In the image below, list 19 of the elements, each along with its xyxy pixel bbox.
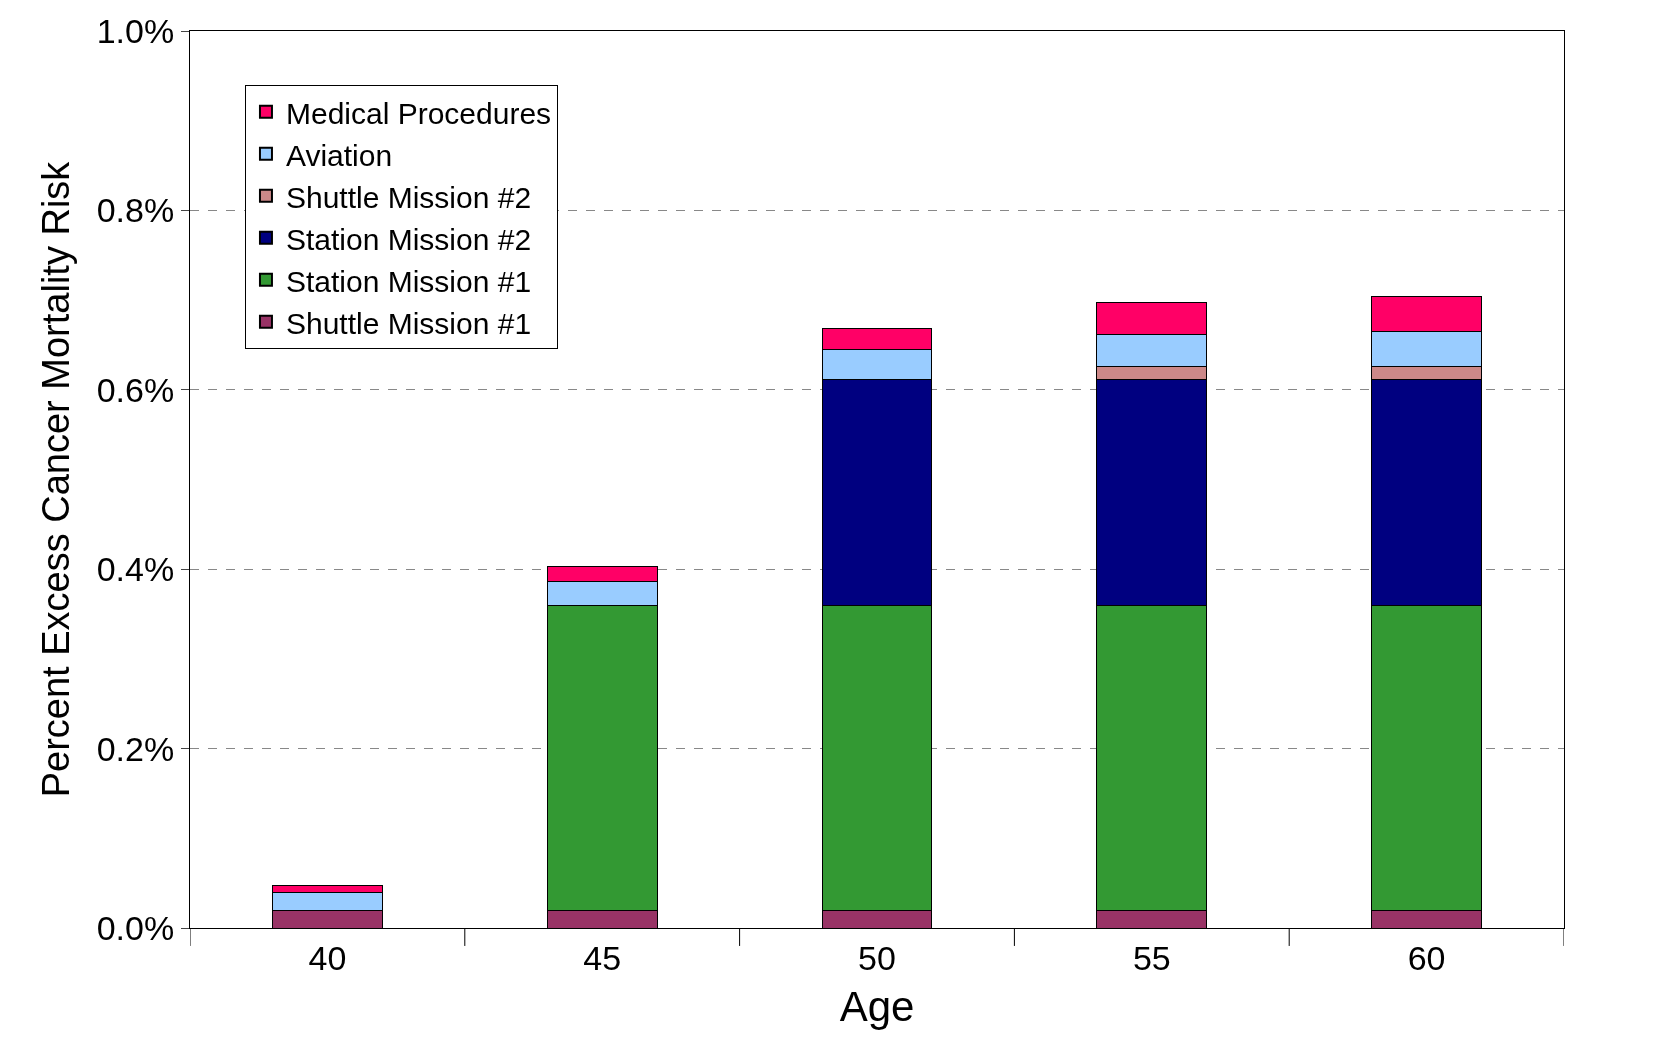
y-tick-label: 0.0% <box>96 908 175 947</box>
legend-label: Station Mission #1 <box>285 264 532 298</box>
y-tick-label: 0.6% <box>96 370 175 409</box>
y-tick-label: 0.2% <box>96 729 175 768</box>
x-tick-label: 50 <box>858 938 896 977</box>
y-tick-label: 0.4% <box>96 550 175 589</box>
y-tick-label: 0.8% <box>96 191 175 230</box>
x-axis-title: Age <box>839 982 915 1030</box>
y-axis-title: Percent Excess Cancer Mortality Risk <box>34 160 77 798</box>
x-tick-label: 55 <box>1132 938 1171 977</box>
legend-label: Aviation <box>285 138 393 172</box>
legend-label: Station Mission #2 <box>285 222 532 256</box>
legend-label: Shuttle Mission #1 <box>285 306 532 340</box>
legend-label: Shuttle Mission #2 <box>285 180 532 214</box>
x-tick-label: 60 <box>1407 938 1446 977</box>
y-tick-label: 1.0% <box>96 11 175 50</box>
legend-label: Medical Procedures <box>285 96 552 130</box>
x-tick-label: 40 <box>308 938 347 977</box>
x-tick-label: 45 <box>583 938 622 977</box>
